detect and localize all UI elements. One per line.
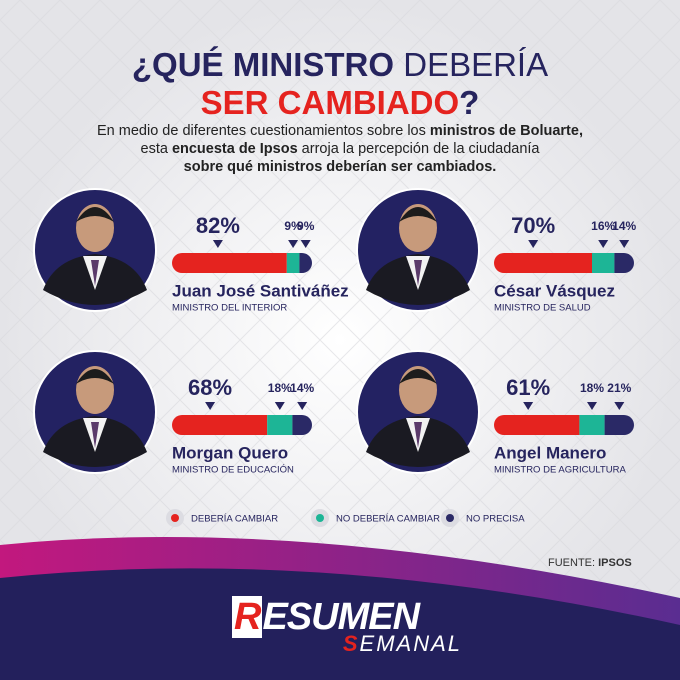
portrait-tie: [414, 260, 422, 286]
subtitle-part: arroja la percepción de la ciudadanía: [297, 141, 540, 157]
value-label: 18%: [268, 381, 292, 395]
pointer: [212, 240, 223, 248]
brand-top: RESUMEN: [234, 596, 420, 638]
minister-role: MINISTRO DEL INTERIOR: [172, 303, 287, 314]
legend-dot: [171, 514, 179, 522]
bar: [172, 253, 312, 273]
bar-segment: [494, 415, 580, 435]
minister-name: César Vásquez: [494, 281, 615, 300]
title-part: ¿QUÉ MINISTRO: [131, 46, 395, 83]
legend-label: NO PRECISA: [466, 514, 525, 525]
subtitle-part: En medio de diferentes cuestionamientos …: [97, 123, 430, 139]
pointer: [528, 240, 539, 248]
legend-label: DEBERÍA CAMBIAR: [191, 514, 278, 525]
legend-dot: [316, 514, 324, 522]
bar-segment: [172, 253, 287, 273]
pointer: [274, 402, 285, 410]
subtitle-line: sobre qué ministros deberían ser cambiad…: [0, 158, 680, 176]
legend-label: NO DEBERÍA CAMBIAR: [336, 514, 440, 525]
value-label: 9%: [284, 219, 302, 233]
brand-bottom: SEMANAL: [342, 631, 462, 656]
bar-segment: [172, 415, 268, 435]
minister: 82% 9%9% Juan José Santiváñez MINISTRO DEL …: [33, 188, 349, 314]
pointer: [288, 240, 299, 248]
bar-segment: [604, 415, 634, 435]
pointer: [598, 240, 609, 248]
portrait-hair: [76, 369, 114, 384]
bar-segment: [299, 253, 312, 273]
subtitle-part: esta: [140, 141, 172, 157]
minister: 61% 18% 21% Angel Manero MINISTRO DE AGRICUL…: [356, 350, 634, 476]
title-part: ?: [459, 84, 480, 121]
portrait-tie: [91, 260, 99, 286]
pointer: [297, 402, 308, 410]
value-label: 14%: [612, 219, 636, 233]
source-label: FUENTE:: [548, 557, 595, 569]
value-label: 61%: [506, 375, 550, 400]
subtitle-part: ministros de Boluarte,: [429, 123, 583, 139]
title-part: DEBERÍA: [403, 46, 549, 83]
subtitle-part: sobre qué ministros deberían ser cambiad…: [183, 159, 497, 175]
portrait-hair: [399, 369, 437, 384]
pointer: [205, 402, 216, 410]
minister-role: MINISTRO DE SALUD: [494, 303, 591, 314]
bar-segment: [579, 415, 605, 435]
minister: 68% 18%14% Morgan Quero MINISTRO DE EDUCACI…: [33, 350, 315, 476]
value-label: 82%: [196, 213, 240, 238]
minister: 70% 16%14% César Vásquez MINISTRO DE SALUD: [356, 188, 637, 314]
bar: [494, 415, 634, 435]
legend-dot: [446, 514, 454, 522]
subtitle-line: En medio de diferentes cuestionamientos …: [0, 122, 680, 140]
bar-segment: [286, 253, 300, 273]
portrait-hair: [399, 207, 437, 222]
pointer: [619, 240, 630, 248]
bar-segment: [614, 253, 634, 273]
portrait-hair: [76, 207, 114, 222]
band: [0, 568, 680, 680]
value-label: 21%: [607, 381, 631, 395]
value-label: 9%: [297, 219, 315, 233]
title-part: SER CAMBIADO: [200, 84, 460, 121]
bar: [494, 253, 634, 273]
pointer: [587, 402, 597, 410]
pointer: [614, 402, 625, 410]
portrait-tie: [414, 422, 422, 448]
pointer: [523, 402, 534, 410]
bar-segment: [267, 415, 293, 435]
pointer: [300, 240, 311, 248]
value-label: 16%: [591, 219, 615, 233]
bar-segment: [292, 415, 312, 435]
minister-name: Angel Manero: [494, 443, 606, 462]
source: FUENTE: IPSOS: [548, 557, 632, 569]
value-label: 68%: [188, 375, 232, 400]
source-value: IPSOS: [598, 557, 632, 569]
portrait-tie: [91, 422, 99, 448]
minister-name: Morgan Quero: [172, 443, 288, 462]
brand: RESUMEN SEMANAL: [232, 596, 462, 657]
subtitle-part: encuesta de Ipsos: [171, 141, 298, 157]
subtitle: En medio de diferentes cuestionamientos …: [0, 122, 680, 176]
bar-segment: [494, 253, 592, 273]
value-label: 14%: [290, 381, 314, 395]
bar-segment: [592, 253, 615, 273]
minister-role: MINISTRO DE AGRICULTURA: [494, 465, 626, 476]
value-label: 70%: [511, 213, 555, 238]
value-label: 18%: [580, 381, 604, 395]
minister-name: Juan José Santiváñez: [172, 281, 349, 300]
subtitle-line: esta encuesta de Ipsos arroja la percepc…: [0, 140, 680, 158]
title: ¿QUÉ MINISTRO DEBERÍA SER CAMBIADO?: [0, 46, 680, 122]
bar: [172, 415, 312, 435]
minister-role: MINISTRO DE EDUCACIÓN: [172, 465, 294, 476]
